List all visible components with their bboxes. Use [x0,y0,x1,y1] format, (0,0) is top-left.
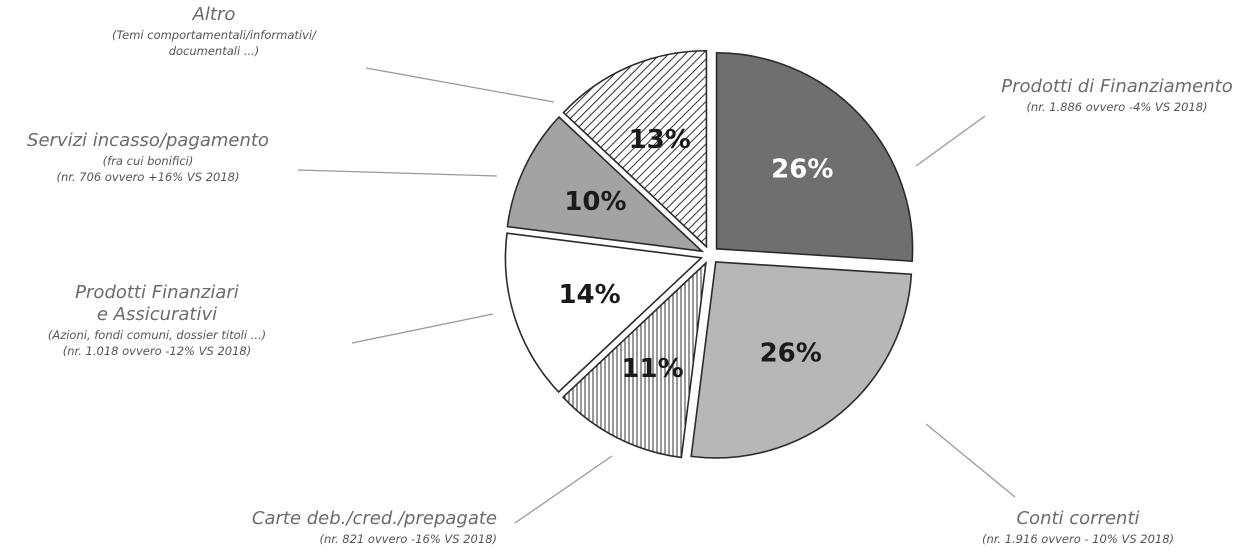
pie-slice-finanziamento [715,52,914,262]
slice-detail-carte: (nr. 821 ovvero -16% VS 2018) [320,532,497,546]
pie-slice-servizi [506,115,705,253]
leader-line-conti [925,423,1016,498]
slice-label-finanziamento: Prodotti di Finanziamento (nr. 1.886 ovve… [1001,76,1232,114]
slice-percent-finanziamento: 26% [771,154,833,184]
pie-slice-carte [561,260,707,459]
slice-percent-carte: 11% [621,354,683,384]
slice-detail-servizi: (fra cui bonifici) [103,154,194,168]
leader-line-finanziamento [915,115,986,167]
slice-label-conti: Conti correnti (nr. 1.916 ovvero - 10% VS… [982,508,1174,546]
slice-label-carte: Carte deb./cred./prepagate (nr. 821 ovver… [252,508,497,546]
slice-percent-servizi: 10% [564,187,626,217]
slice-title-finanziamento: Prodotti di Finanziamento [1001,76,1232,97]
slice-detail-prodotti-fin: (Azioni, fondi comuni, dossier titoli ..… [48,328,266,342]
slice-detail-servizi: (nr. 706 ovvero +16% VS 2018) [57,170,240,184]
slice-title-conti: Conti correnti [1016,508,1139,529]
slice-title-altro: Altro [192,4,236,25]
slice-label-altro: Altro (Temi comportamentali/informativi/d… [112,4,317,58]
leader-line-altro [365,67,555,103]
slice-label-servizi: Servizi incasso/pagamento (fra cui bonifi… [27,130,269,184]
slice-percent-conti: 26% [760,339,822,369]
slice-detail-prodotti-fin: (nr. 1.018 ovvero -12% VS 2018) [63,344,251,358]
slice-detail-finanziamento: (nr. 1.886 ovvero -4% VS 2018) [1026,100,1207,114]
slice-title-servizi: Servizi incasso/pagamento [27,130,269,151]
slice-detail-altro: (Temi comportamentali/informativi/ [112,28,317,42]
slice-detail-conti: (nr. 1.916 ovvero - 10% VS 2018) [982,532,1174,546]
slice-percent-altro: 13% [629,125,691,155]
leader-line-carte [514,455,613,524]
slice-percent-prodotti-fin: 14% [558,280,620,310]
slice-title-prodotti-fin: Prodotti Finanziari [75,282,239,303]
slice-title-prodotti-fin: e Assicurativi [97,304,217,325]
slice-title-carte: Carte deb./cred./prepagate [252,508,497,529]
pie-slice-altro [562,49,708,249]
pie-slice-conti [690,261,913,459]
pie-slice-prodotti-fin [504,232,704,394]
leader-line-servizi [297,169,498,177]
slice-detail-altro: documentali ...) [169,44,260,58]
leader-line-prodotti-fin [351,313,494,344]
